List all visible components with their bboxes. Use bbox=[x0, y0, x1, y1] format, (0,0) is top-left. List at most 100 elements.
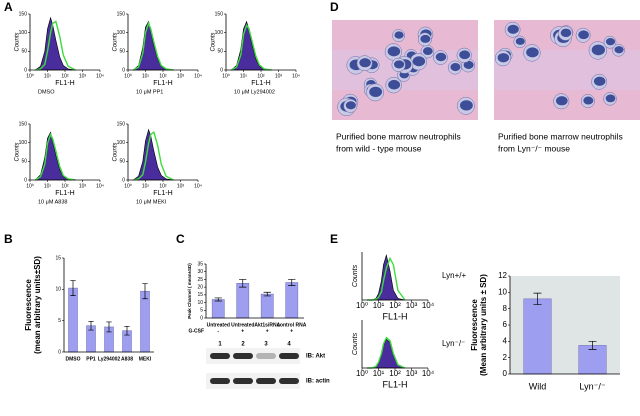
x-tick-label: 10¹ bbox=[373, 301, 385, 310]
panel-label: D bbox=[330, 0, 339, 14]
x-tick-label: Lyn⁻/⁻ bbox=[579, 381, 605, 391]
histogram-line bbox=[34, 132, 76, 181]
y-axis-label: Counts bbox=[113, 32, 119, 51]
nucleus bbox=[420, 34, 431, 43]
y-tick-label: 0 bbox=[220, 67, 223, 73]
y-tick-label: 150 bbox=[117, 11, 126, 17]
y-tick-label: 0 bbox=[24, 177, 27, 183]
nucleus bbox=[422, 47, 433, 55]
blot-band bbox=[256, 353, 276, 359]
x-tick-label: 10⁰ bbox=[356, 369, 368, 378]
nucleus bbox=[614, 46, 624, 54]
y-tick-label: 12 bbox=[498, 271, 507, 280]
x-tick-label: 10³ bbox=[406, 301, 418, 310]
x-tick-label: Ly294002 bbox=[98, 356, 121, 362]
x-tick-label: 10² bbox=[389, 301, 401, 310]
x-tick-label: 10⁴ bbox=[422, 369, 435, 378]
y-tick-label: 100 bbox=[117, 140, 126, 146]
nucleus bbox=[435, 52, 447, 62]
condition-label: + bbox=[290, 328, 293, 334]
caption: Lyn+/+ bbox=[442, 271, 466, 280]
histogram-line bbox=[366, 336, 406, 369]
histogram-line bbox=[35, 20, 76, 71]
nucleus bbox=[591, 44, 605, 56]
blot-label: IB: actin bbox=[306, 379, 330, 385]
error-bar bbox=[239, 279, 247, 288]
y-tick-label: 150 bbox=[117, 121, 126, 127]
y-tick-label: 25 bbox=[197, 277, 203, 283]
nucleus bbox=[515, 37, 525, 45]
x-tick-label: 10⁴ bbox=[96, 183, 104, 189]
panel-label: C bbox=[176, 232, 185, 246]
lane-number: 3 bbox=[264, 342, 268, 348]
bar bbox=[68, 287, 78, 353]
x-tick-label: 10⁴ bbox=[422, 301, 435, 310]
condition-name: G-CSF bbox=[188, 328, 204, 334]
y-tick-label: 0 bbox=[503, 369, 508, 378]
x-tick-label: 10³ bbox=[177, 73, 185, 79]
x-tick-label: A838 bbox=[121, 356, 133, 362]
y-tick-label: 6 bbox=[503, 320, 508, 329]
nucleus bbox=[369, 86, 383, 98]
blot-band bbox=[210, 353, 230, 359]
nucleus bbox=[388, 79, 401, 90]
panel-label: A bbox=[4, 0, 13, 14]
y-tick-label: 35 bbox=[197, 261, 203, 267]
x-tick-label: 10¹ bbox=[373, 369, 385, 378]
y-tick-label: 0 bbox=[200, 315, 203, 321]
x-tick-label: control RNA bbox=[277, 322, 307, 328]
condition-label: - bbox=[217, 328, 219, 334]
bar bbox=[236, 283, 250, 319]
x-axis-label: FL1-H bbox=[55, 190, 74, 197]
nucleus bbox=[583, 96, 594, 105]
x-tick-label: 10⁰ bbox=[222, 73, 230, 79]
y-tick-label: 4 bbox=[503, 336, 508, 345]
caption: 10 μM PP1 bbox=[136, 89, 163, 95]
x-tick-label: 10¹ bbox=[44, 183, 52, 189]
y-tick-label: 10 bbox=[197, 300, 203, 306]
caption: Lyn⁻/⁻ bbox=[442, 339, 465, 348]
x-tick-label: 10² bbox=[389, 369, 401, 378]
x-tick-label: MEKI bbox=[139, 356, 152, 362]
y-tick-label: 20 bbox=[197, 284, 203, 290]
y-tick-label: 0 bbox=[58, 349, 61, 355]
micrograph-caption: Purified bone marrow neutrophils bbox=[336, 131, 461, 141]
y-tick-label: 0 bbox=[24, 67, 27, 73]
micrograph-caption: from Lyn⁻/⁻ mouse bbox=[498, 143, 570, 153]
histogram-area bbox=[366, 338, 406, 369]
lane-number: 1 bbox=[218, 342, 222, 348]
nucleus bbox=[593, 76, 606, 86]
histogram-area bbox=[34, 16, 76, 71]
y-axis-label: Fluorescence bbox=[470, 299, 479, 351]
histogram-line bbox=[366, 256, 406, 301]
bar bbox=[285, 282, 299, 319]
nucleus bbox=[560, 28, 572, 38]
y-axis-label: Counts bbox=[15, 32, 21, 51]
bar bbox=[211, 299, 225, 319]
x-tick-label: Untreated bbox=[231, 322, 254, 328]
y-axis-label: Peak Channel ( mean±SD) bbox=[187, 263, 192, 319]
y-tick-label: 10 bbox=[498, 287, 507, 296]
x-tick-label: PP1 bbox=[86, 356, 96, 362]
lane-number: 4 bbox=[287, 342, 291, 348]
blot-band bbox=[233, 353, 253, 359]
y-axis-label: Counts bbox=[352, 264, 359, 287]
nucleus bbox=[345, 101, 356, 110]
x-tick-label: Akt1siRNA bbox=[254, 322, 280, 328]
error-bar bbox=[263, 291, 271, 297]
x-tick-label: 10⁴ bbox=[96, 73, 104, 79]
nucleus bbox=[459, 50, 471, 60]
bar bbox=[523, 298, 552, 375]
caption: 10 μM MEKI bbox=[136, 199, 167, 205]
histogram-area bbox=[132, 128, 174, 181]
y-tick-label: 150 bbox=[215, 11, 224, 17]
y-axis-label: Counts bbox=[15, 142, 21, 161]
x-tick-label: 10⁰ bbox=[124, 183, 132, 189]
nucleus bbox=[450, 63, 461, 72]
x-tick-label: 10³ bbox=[79, 183, 87, 189]
nucleus bbox=[507, 24, 519, 34]
y-tick-label: 2 bbox=[503, 353, 508, 362]
y-tick-label: 100 bbox=[117, 30, 126, 36]
bar bbox=[140, 290, 150, 353]
